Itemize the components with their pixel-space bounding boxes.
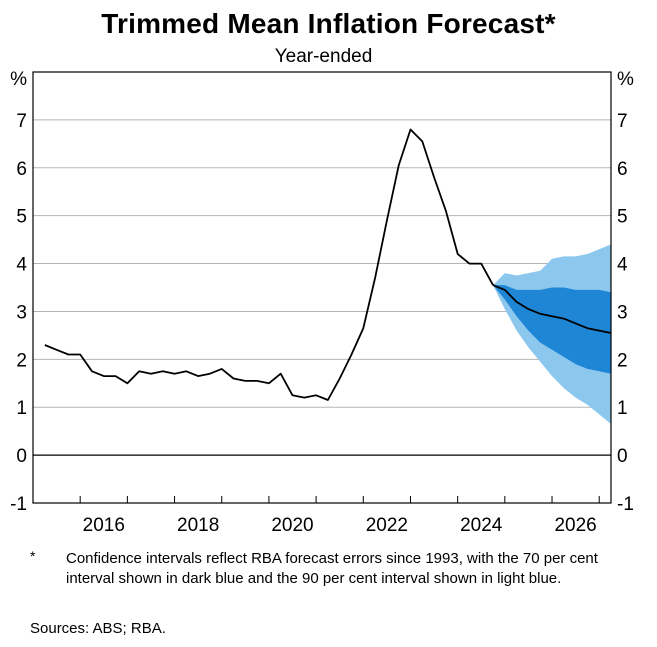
axis-labels: -1 -1 0 0 1 1 2 2 3 3 4 4 5 5 6 6 7 7% % 2016 2018 2020 2022 20… (10, 69, 634, 536)
chart-subtitle: Year-ended (274, 46, 373, 67)
y-tick-label-right: 1 (617, 398, 628, 419)
confidence-bands (493, 244, 611, 424)
y-tick-label-left: 2 (16, 350, 27, 371)
y-tick-label-right: -1 (617, 494, 634, 515)
y-tick-label-left: -1 (10, 494, 27, 515)
x-tick-label: 2018 (177, 515, 219, 536)
y-tick-label-left: 0 (16, 446, 27, 467)
y-tick-label-left: 1 (16, 398, 27, 419)
x-tick-label: 2024 (460, 515, 503, 536)
y-tick-label-left: 6 (16, 159, 27, 180)
y-tick-label-left: 3 (16, 302, 27, 323)
series-line-forecast (492, 284, 612, 334)
y-tick-label-left: 5 (16, 207, 27, 228)
x-tick-label: 2022 (366, 515, 408, 536)
series-lines (44, 128, 612, 401)
x-tick-label: 2026 (554, 515, 596, 536)
x-tick-label: 2016 (83, 515, 125, 536)
plot-frame (32, 71, 612, 504)
x-tick-label: 2020 (271, 515, 313, 536)
y-tick-label-right: 3 (617, 302, 628, 323)
y-tick-label-right: 4 (617, 255, 628, 276)
sources-text: Sources: ABS; RBA. (30, 620, 166, 637)
y-tick-label-right: 2 (617, 350, 628, 371)
plot-border (32, 71, 612, 504)
y-tick-label-right: 5 (617, 207, 628, 228)
chart-title: Trimmed Mean Inflation Forecast* (101, 8, 556, 39)
y-unit-label-right: % (617, 69, 634, 90)
footnote-marker: * (30, 548, 36, 564)
y-tick-label-left: 4 (16, 255, 27, 276)
series-line-actual (44, 128, 494, 401)
y-tick-label-left: 7 (16, 111, 27, 132)
footnote-text: Confidence intervals reflect RBA forecas… (66, 550, 598, 587)
confidence-band-70 (493, 285, 611, 374)
y-tick-label-right: 0 (617, 446, 628, 467)
y-unit-label-left: % (10, 69, 27, 90)
y-tick-label-right: 7 (617, 111, 628, 132)
y-tick-label-right: 6 (617, 159, 628, 180)
